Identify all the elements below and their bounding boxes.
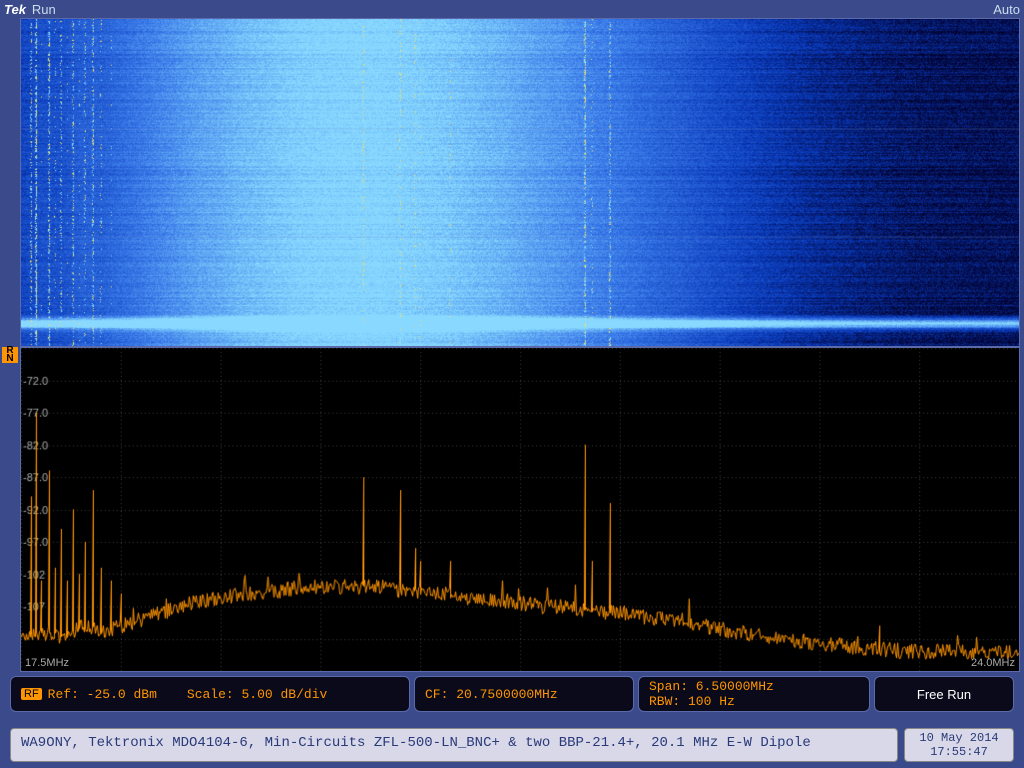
- scale-value: Scale: 5.00 dB/div: [187, 687, 327, 702]
- run-status: Run: [32, 2, 56, 17]
- status-bar: RF Ref: -25.0 dBm Scale: 5.00 dB/div CF:…: [10, 676, 1014, 712]
- brand-logo: Tek: [4, 2, 26, 17]
- spectrum-display: -67.0 dBm 17.5MHz 24.0MHz: [20, 347, 1020, 672]
- cf-box[interactable]: CF: 20.7500000MHz: [414, 676, 634, 712]
- rbw-value: RBW: 100 Hz: [649, 694, 735, 709]
- bottom-bar: WA9ONY, Tektronix MDO4104-6, Min-Circuit…: [10, 728, 1014, 762]
- freq-start-label: 17.5MHz: [25, 657, 69, 669]
- ref-value: Ref: -25.0 dBm: [48, 687, 157, 702]
- waterfall-display: [20, 18, 1020, 347]
- date-label: 10 May 2014: [911, 731, 1007, 745]
- trigger-label: Free Run: [917, 687, 971, 702]
- rf-channel-badge: RN: [2, 347, 18, 363]
- trigger-mode: Auto: [993, 2, 1020, 17]
- span-value: Span: 6.50000MHz: [649, 679, 774, 694]
- rf-tag: RF: [21, 688, 42, 700]
- center-freq: CF: 20.7500000MHz: [425, 687, 558, 702]
- time-label: 17:55:47: [911, 745, 1007, 759]
- description-box: WA9ONY, Tektronix MDO4104-6, Min-Circuit…: [10, 728, 898, 762]
- freq-end-label: 24.0MHz: [971, 657, 1015, 669]
- ref-scale-box[interactable]: RF Ref: -25.0 dBm Scale: 5.00 dB/div: [10, 676, 410, 712]
- trigger-box[interactable]: Free Run: [874, 676, 1014, 712]
- datetime-box: 10 May 2014 17:55:47: [904, 728, 1014, 762]
- top-bar: Tek Run Auto: [0, 0, 1024, 18]
- span-rbw-box[interactable]: Span: 6.50000MHz RBW: 100 Hz: [638, 676, 870, 712]
